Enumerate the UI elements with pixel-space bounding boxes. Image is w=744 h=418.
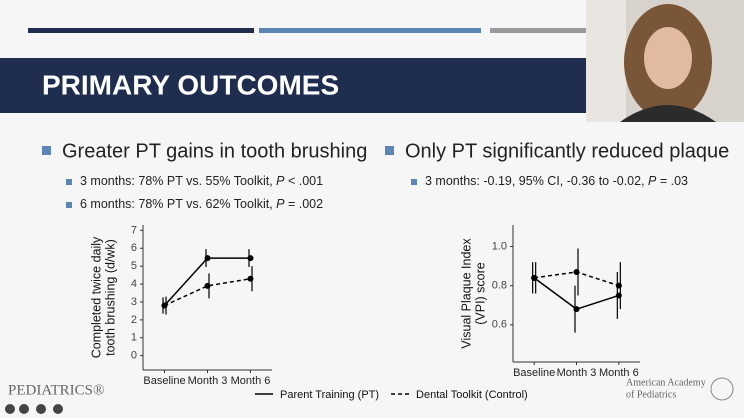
footer-org: American Academy	[626, 377, 706, 388]
text-run: P	[648, 174, 657, 188]
y-tick-label: 1	[131, 332, 137, 344]
sub-bullet-marker	[66, 202, 72, 208]
x-tick-label: Month 3	[557, 367, 597, 379]
x-tick-label: Month 6	[599, 367, 639, 379]
data-point	[161, 302, 168, 309]
text-run: P	[276, 197, 285, 211]
accent-bar	[259, 28, 481, 33]
legend-label: Dental Toolkit (Control)	[416, 389, 528, 401]
text-run: = .03	[656, 174, 688, 188]
sub-bullet-marker	[66, 179, 72, 185]
x-tick-label: Month 6	[231, 375, 271, 387]
y-tick-label: 0.6	[492, 319, 507, 331]
nav-buttons[interactable]	[5, 404, 63, 414]
bullet-marker	[42, 146, 51, 155]
x-tick-label: Baseline	[513, 367, 555, 379]
y-tick-label: 4	[131, 278, 137, 290]
text-run: 3 months: -0.19, 95% CI, -0.36 to -0.02,	[425, 174, 648, 188]
y-tick-label: 1.0	[492, 240, 507, 252]
legend-label: Parent Training (PT)	[280, 389, 379, 401]
data-point	[204, 282, 211, 289]
x-tick-label: Month 3	[188, 375, 228, 387]
text-run: 3 months: 78% PT vs. 55% Toolkit,	[80, 174, 276, 188]
footer-logo: PEDIATRICS®	[8, 382, 104, 398]
sub-bullet-marker	[411, 179, 417, 185]
x-tick-label: Baseline	[143, 375, 185, 387]
series-line	[164, 277, 251, 307]
y-tick-label: 7	[131, 224, 137, 236]
bullet-marker	[385, 146, 394, 155]
org-seal	[710, 377, 734, 401]
accent-bar	[490, 28, 586, 33]
sub-bullet-text: 3 months: -0.19, 95% CI, -0.36 to -0.02,…	[425, 174, 688, 188]
y-tick-label: 2	[131, 314, 137, 326]
data-point	[573, 268, 580, 275]
text-run: 6 months: 78% PT vs. 62% Toolkit,	[80, 197, 276, 211]
y-axis-label: tooth brushing (d/wk)	[103, 239, 117, 356]
data-point	[247, 275, 254, 282]
y-tick-label: 6	[131, 242, 137, 254]
bullet-text: Only PT significantly reduced plaque	[405, 140, 729, 162]
text-run: P	[276, 174, 285, 188]
y-tick-label: 0	[131, 350, 137, 362]
data-point	[531, 274, 538, 281]
y-axis-label: Visual Plaque Index	[459, 238, 473, 349]
y-tick-label: 3	[131, 296, 137, 308]
data-point	[615, 282, 622, 289]
y-tick-label: 0.8	[492, 280, 507, 292]
y-axis-label: (VPI) score	[473, 262, 487, 325]
accent-bar	[28, 28, 254, 33]
data-point	[573, 306, 580, 313]
text-run: < .001	[285, 174, 324, 188]
title-banner	[0, 58, 586, 113]
y-axis-label: Completed twice daily	[89, 236, 103, 358]
data-point	[247, 255, 254, 262]
text-run: = .002	[285, 197, 324, 211]
webcam	[586, 0, 744, 122]
sub-bullet-text: 6 months: 78% PT vs. 62% Toolkit, P = .0…	[80, 197, 323, 211]
footer-org: of Pediatrics	[626, 389, 676, 400]
sub-bullet-text: 3 months: 78% PT vs. 55% Toolkit, P < .0…	[80, 174, 323, 188]
y-tick-label: 5	[131, 260, 137, 272]
bullet-text: Greater PT gains in tooth brushing	[62, 140, 367, 162]
data-point	[204, 255, 211, 262]
slide-title: PRIMARY OUTCOMES	[42, 69, 339, 100]
